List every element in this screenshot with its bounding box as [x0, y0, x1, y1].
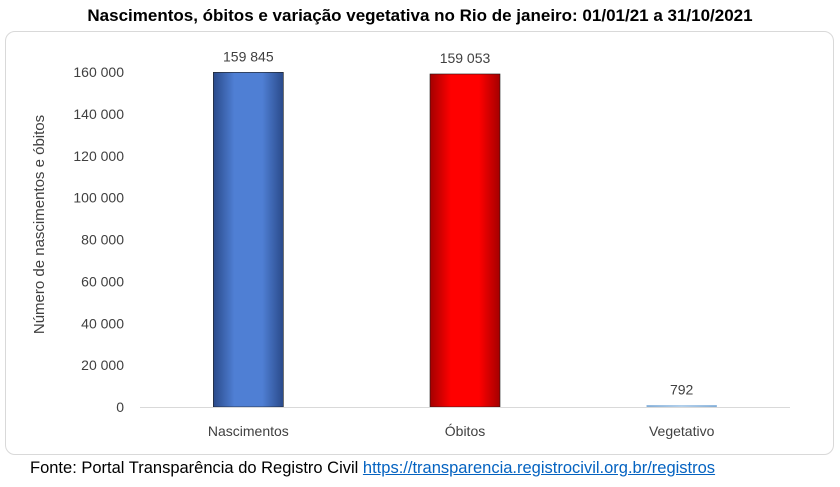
y-axis-label: Número de nascimentos e óbitos — [31, 115, 48, 334]
y-tick-label: 160 000 — [73, 64, 124, 80]
bar-nascimentos — [213, 72, 284, 408]
source-prefix: Fonte: Portal Transparência do Registro … — [30, 459, 359, 477]
x-tick-label-obitos: Óbitos — [445, 423, 485, 439]
y-tick-label: 60 000 — [81, 273, 124, 289]
bar-obitos — [429, 73, 501, 408]
y-tick-label: 100 000 — [73, 190, 124, 206]
x-tick-label-vegetativo: Vegetativo — [649, 423, 715, 439]
data-label-obitos: 159 053 — [440, 50, 491, 66]
source-link[interactable]: https://transparencia.registrocivil.org.… — [362, 459, 716, 477]
y-tick-label: 140 000 — [73, 106, 124, 122]
y-tick-label: 40 000 — [81, 315, 124, 331]
chart-title: Nascimentos, óbitos e variação vegetativ… — [87, 6, 753, 25]
bar-vegetativo — [646, 405, 717, 408]
y-tick-label: 80 000 — [81, 232, 124, 248]
y-tick-label: 120 000 — [73, 148, 124, 164]
y-tick-label: 20 000 — [81, 357, 124, 373]
y-tick-label: 0 — [116, 399, 124, 415]
source-note: Fonte: Portal Transparência do Registro … — [30, 459, 715, 478]
data-label-nascimentos: 159 845 — [223, 48, 274, 64]
data-label-vegetativo: 792 — [670, 381, 694, 397]
x-tick-label-nascimentos: Nascimentos — [208, 423, 289, 439]
chart-area — [5, 31, 834, 455]
